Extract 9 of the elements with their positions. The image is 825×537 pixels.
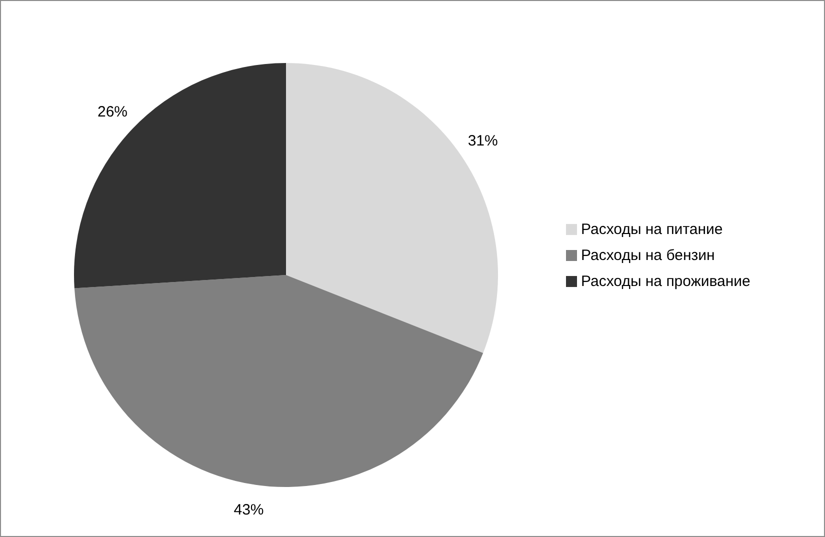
data-label: 26% xyxy=(97,104,128,121)
legend-label: Расходы на питание xyxy=(581,221,723,238)
pie-slice xyxy=(74,275,484,487)
legend-label: Расходы на проживание xyxy=(581,273,750,290)
data-label: 43% xyxy=(234,502,264,519)
data-label: 31% xyxy=(468,132,498,150)
pie-slice xyxy=(286,63,498,354)
pie-slice xyxy=(74,63,286,288)
legend-label: Расходы на бензин xyxy=(581,247,715,264)
